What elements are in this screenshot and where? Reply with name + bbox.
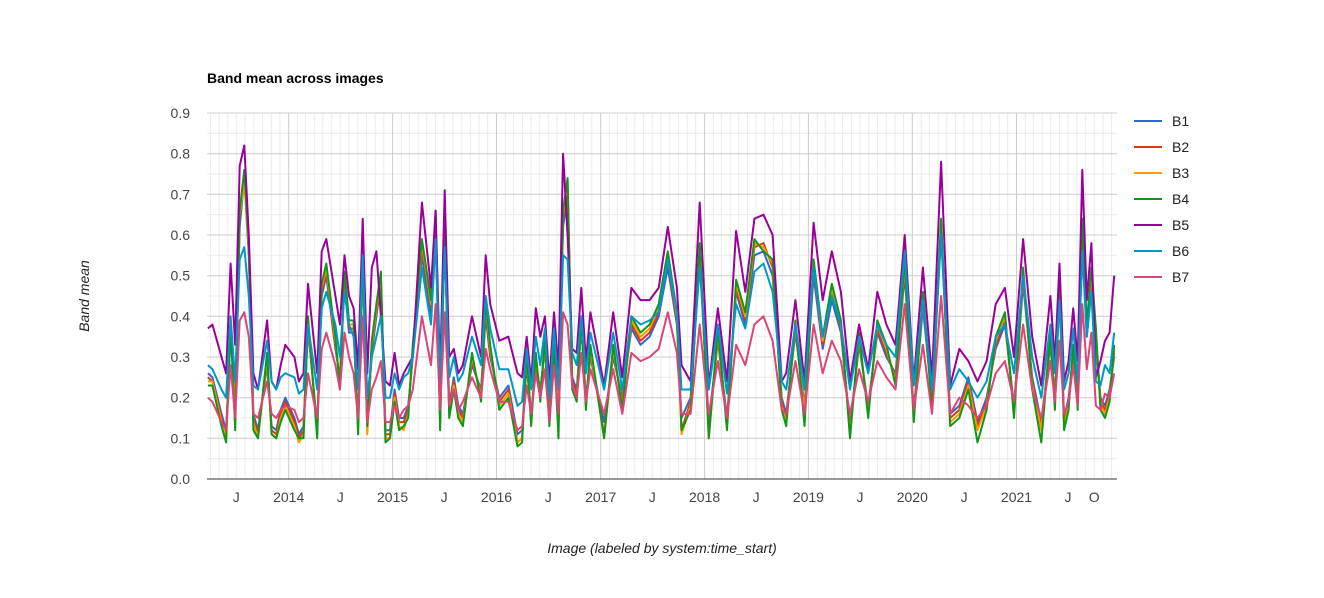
x-tick-label: J (961, 489, 968, 505)
legend-label: B4 (1172, 191, 1189, 207)
legend-item-b3[interactable]: B3 (1134, 165, 1189, 181)
x-tick-label: J (441, 489, 448, 505)
y-tick-label: 0.0 (171, 471, 191, 487)
legend-item-b4[interactable]: B4 (1134, 191, 1189, 207)
chart-title: Band mean across images (207, 70, 384, 86)
legend[interactable]: B1 B2 B3 B4 B5 B6 B7 (1134, 113, 1189, 285)
x-tick-label: J (1065, 489, 1072, 505)
x-tick-label: 2020 (897, 489, 928, 505)
y-axis-label: Band mean (76, 260, 92, 332)
x-tick-label: O (1089, 489, 1100, 505)
x-tick-label: J (233, 489, 240, 505)
y-tick-label: 0.5 (171, 268, 191, 284)
x-tick-label: 2019 (793, 489, 824, 505)
x-tick-label: J (649, 489, 656, 505)
series-line-b7 (207, 295, 1116, 432)
x-tick-label: J (545, 489, 552, 505)
y-tick-label: 0.6 (171, 227, 191, 243)
legend-label: B5 (1172, 217, 1189, 233)
y-tick-label: 0.3 (171, 349, 191, 365)
x-tick-label: 2015 (377, 489, 408, 505)
legend-label: B6 (1172, 243, 1189, 259)
legend-item-b1[interactable]: B1 (1134, 113, 1189, 129)
legend-item-b7[interactable]: B7 (1134, 269, 1189, 285)
x-axis-label: Image (labeled by system:time_start) (547, 540, 777, 556)
legend-item-b6[interactable]: B6 (1134, 243, 1189, 259)
y-tick-label: 0.7 (171, 186, 191, 202)
y-tick-label: 0.2 (171, 390, 191, 406)
legend-label: B3 (1172, 165, 1189, 181)
series-lines (207, 144, 1116, 448)
y-tick-label: 0.9 (171, 105, 191, 121)
x-tick-label: 2014 (273, 489, 304, 505)
legend-label: B7 (1172, 269, 1189, 285)
y-tick-label: 0.1 (171, 430, 191, 446)
x-tick-label: 2018 (689, 489, 720, 505)
x-tick-label: J (337, 489, 344, 505)
x-tick-label: J (753, 489, 760, 505)
x-axis-tick-labels: J 2014 J 2015 J 2016 J 2017 J 2018 J 2019 J 2020 J 2021… (233, 489, 1100, 505)
legend-item-b5[interactable]: B5 (1134, 217, 1189, 233)
legend-item-b2[interactable]: B2 (1134, 139, 1189, 155)
x-tick-label: J (857, 489, 864, 505)
series-line-b5 (207, 144, 1116, 391)
y-tick-label: 0.8 (171, 146, 191, 162)
y-axis-tick-labels: 0.0 0.1 0.2 0.3 0.4 0.5 0.6 0.7 0.8 0.9 (171, 105, 191, 487)
y-tick-label: 0.4 (171, 308, 191, 324)
x-tick-label: 2017 (585, 489, 616, 505)
series-line-b4 (207, 168, 1116, 448)
x-tick-label: 2021 (1001, 489, 1032, 505)
x-tick-label: 2016 (481, 489, 512, 505)
series-line-b6 (207, 234, 1116, 407)
legend-label: B2 (1172, 139, 1189, 155)
legend-label: B1 (1172, 113, 1189, 129)
